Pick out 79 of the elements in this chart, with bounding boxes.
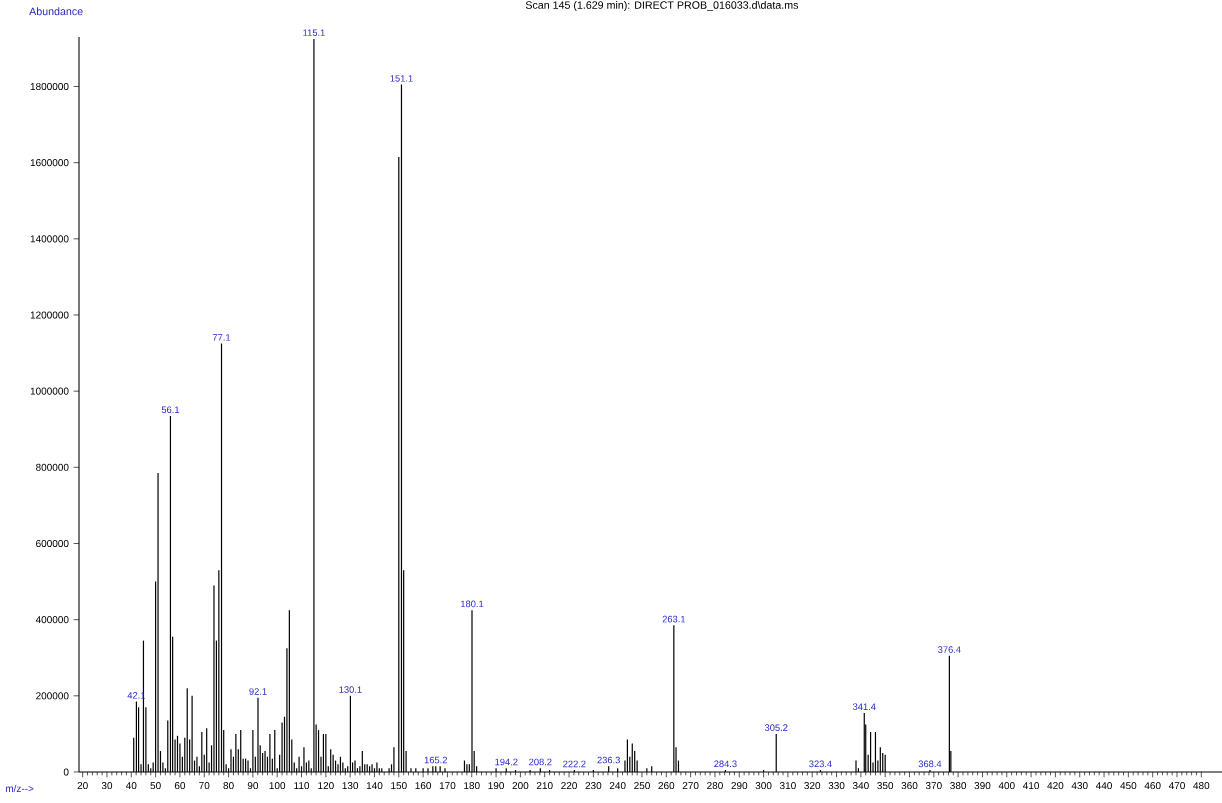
x-tick-label: 400: [998, 782, 1015, 790]
annotation: 130.1: [339, 686, 362, 693]
x-tick-label: 140: [366, 782, 383, 790]
annotation: 222.2: [563, 760, 586, 768]
chart-title: Scan 145 (1.629 min): DIRECT PROB_016033.d\data.ms: [525, 1, 799, 11]
x-tick-label: 40: [125, 782, 137, 790]
x-tick-label: 30: [101, 782, 113, 790]
annotation: 165.2: [424, 756, 447, 764]
x-tick-label: 390: [974, 782, 991, 790]
annotation: 77.1: [212, 334, 231, 341]
annotation: 323.4: [809, 760, 832, 768]
x-tick-label: 380: [950, 782, 967, 790]
x-tick-label: 230: [585, 782, 602, 790]
annotation: 236.3: [597, 756, 620, 764]
x-tick-label: 370: [925, 782, 942, 790]
x-tick-label: 260: [658, 782, 675, 790]
x-tick-label: 350: [877, 782, 894, 790]
x-tick-label: 90: [247, 782, 259, 790]
x-tick-label: 450: [1120, 782, 1137, 790]
x-tick-label: 340: [852, 782, 869, 790]
y-tick-label: 200000: [36, 692, 69, 700]
x-tick-label: 220: [561, 782, 577, 790]
x-tick-label: 190: [488, 782, 505, 790]
y-tick-label: 1800000: [30, 82, 69, 91]
annotation: 341.4: [852, 703, 876, 711]
x-tick-label: 270: [682, 782, 699, 790]
x-tick-label: 460: [1144, 782, 1161, 790]
x-tick-label: 60: [174, 782, 186, 790]
x-tick-label: 250: [634, 782, 650, 790]
annotation: 56.1: [161, 406, 180, 413]
y-tick-label: 1600000: [30, 159, 69, 167]
y-tick-label: 600000: [36, 539, 69, 548]
y-tick-label: 1400000: [30, 235, 69, 243]
x-tick-label: 240: [609, 782, 626, 790]
x-tick-label: 200: [512, 782, 529, 790]
x-tick-label: 150: [391, 782, 407, 790]
x-tick-label: 360: [901, 782, 918, 790]
y-tick-label: 0: [63, 768, 69, 776]
annotation: 208.2: [529, 758, 552, 766]
y-tick-label: 1000000: [30, 387, 69, 395]
x-tick-label: 20: [77, 782, 88, 790]
x-tick-label: 100: [269, 782, 286, 790]
x-tick-label: 420: [1047, 782, 1064, 790]
x-tick-label: 430: [1071, 782, 1088, 790]
annotation: 194.2: [495, 758, 518, 766]
x-tick-label: 110: [294, 782, 310, 790]
x-tick-label: 80: [223, 782, 234, 790]
annotation: 92.1: [249, 688, 267, 695]
x-tick-label: 290: [731, 782, 748, 790]
annotation: 151.1: [390, 75, 413, 82]
x-tick-label: 480: [1193, 782, 1210, 790]
annotation: 263.1: [662, 615, 686, 623]
y-axis-title: Abundance: [29, 7, 83, 16]
y-tick-label: 800000: [36, 463, 69, 471]
annotation: 305.2: [764, 724, 788, 731]
x-tick-label: 50: [150, 782, 161, 790]
y-tick-label: 1200000: [30, 311, 69, 319]
annotation: 376.4: [938, 646, 961, 653]
annotation: 368.4: [918, 760, 942, 768]
x-tick-label: 280: [707, 782, 723, 790]
x-tick-label: 130: [342, 782, 359, 790]
x-tick-label: 210: [536, 782, 553, 790]
annotation: 180.1: [461, 600, 484, 608]
x-tick-label: 310: [779, 782, 796, 790]
x-tick-label: 300: [755, 782, 772, 790]
annotation: 115.1: [303, 29, 325, 36]
x-tick-label: 410: [1022, 782, 1040, 790]
x-axis-title: m/z-->: [5, 784, 34, 793]
x-tick-label: 320: [804, 782, 821, 790]
x-tick-label: 160: [415, 782, 432, 790]
annotation: 284.3: [714, 760, 737, 768]
x-tick-label: 440: [1095, 782, 1112, 790]
y-tick-label: 400000: [35, 616, 69, 624]
x-tick-label: 70: [199, 782, 210, 790]
x-tick-label: 470: [1168, 782, 1185, 790]
x-tick-label: 120: [318, 782, 334, 790]
x-tick-label: 330: [828, 782, 845, 790]
x-tick-label: 170: [439, 782, 456, 790]
x-tick-label: 180: [464, 782, 480, 790]
